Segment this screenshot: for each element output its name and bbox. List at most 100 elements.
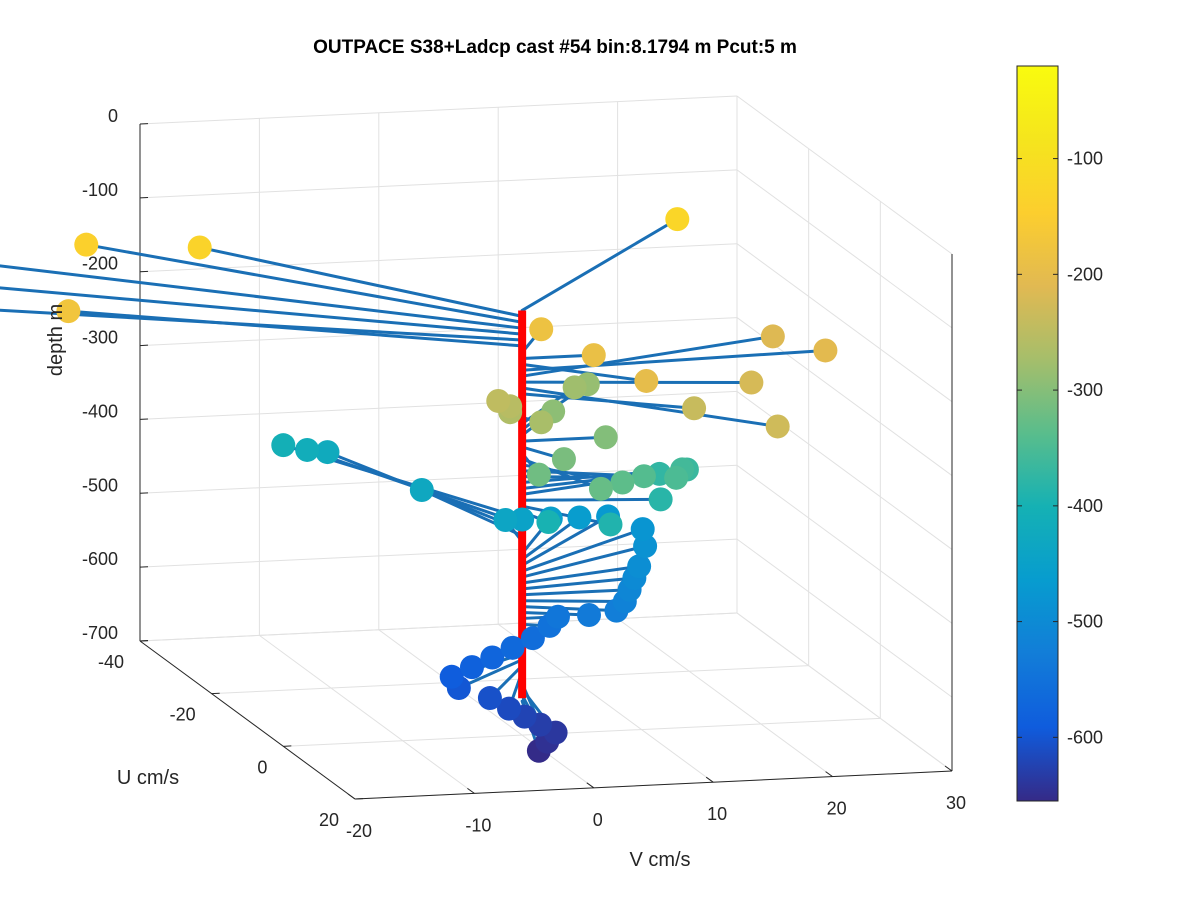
x-tick-label: 20	[827, 799, 847, 819]
velocity-stick	[520, 392, 696, 410]
x-axis-line	[354, 770, 953, 800]
x-tick-label: -20	[346, 821, 372, 841]
z-tick-label: -200	[82, 254, 118, 274]
velocity-point	[74, 232, 99, 257]
velocity-point	[477, 686, 502, 711]
velocity-point	[439, 664, 464, 689]
x-tick	[347, 793, 356, 800]
velocity-stick	[520, 599, 627, 603]
velocity-stick	[520, 504, 612, 526]
z-axis-label: depth m	[45, 304, 67, 376]
x-tick	[705, 776, 714, 783]
y-tick-label: -20	[170, 705, 196, 725]
velocity-stick	[520, 514, 610, 567]
z-tick-label: -500	[82, 475, 118, 495]
y-tick-label: -40	[98, 652, 124, 672]
x-tick	[467, 787, 475, 794]
velocity-point	[459, 655, 484, 680]
velocity-point	[634, 368, 659, 393]
velocity-point	[510, 507, 535, 532]
velocity-point	[529, 317, 554, 342]
velocity-point	[551, 447, 576, 472]
y-tick-label: 20	[319, 810, 339, 830]
grid-line	[497, 623, 714, 783]
velocity-stick	[520, 605, 618, 613]
velocity-stick	[84, 243, 524, 324]
velocity-point	[648, 487, 673, 512]
x-tick-label: -10	[465, 815, 491, 835]
velocity-point	[480, 645, 505, 670]
velocity-stick	[198, 245, 524, 318]
velocity-point	[760, 324, 785, 349]
grid-line	[736, 169, 953, 329]
velocity-point	[664, 465, 689, 490]
z-tick-label: -400	[82, 401, 118, 421]
velocity-point	[682, 396, 707, 421]
velocity-point	[187, 235, 212, 260]
velocity-point	[588, 476, 613, 501]
colorbar-tick-label: -300	[1067, 380, 1103, 400]
colorbar-gradient	[1016, 65, 1059, 802]
velocity-point	[529, 410, 554, 435]
grid-line	[617, 618, 833, 778]
velocity-stick	[0, 286, 524, 336]
velocity-stick	[520, 544, 647, 579]
grid-line	[259, 634, 475, 794]
colorbar-tick-label: -200	[1067, 264, 1103, 284]
z-tick-label: -600	[82, 549, 118, 569]
velocity-point	[520, 626, 545, 651]
velocity-point	[813, 338, 838, 363]
velocity-point	[486, 388, 511, 413]
chart-title: OUTPACE S38+Ladcp cast #54 bin:8.1794 m …	[313, 37, 797, 58]
x-tick-label: 10	[707, 804, 727, 824]
velocity-point	[598, 512, 623, 537]
x-axis-label: V cm/s	[629, 849, 690, 871]
x-tick	[825, 771, 833, 778]
velocity-point	[593, 425, 618, 450]
velocity-point	[630, 517, 655, 542]
velocity-stick	[520, 576, 636, 591]
x-tick	[944, 765, 953, 772]
velocity-point	[295, 437, 320, 462]
velocity-point	[497, 696, 522, 721]
z-tick-label: -700	[82, 623, 118, 643]
x-tick	[586, 782, 595, 789]
grid-line	[139, 390, 738, 420]
colorbar-tick-label: -600	[1067, 727, 1103, 747]
velocity-point	[631, 464, 656, 489]
velocity-point	[610, 470, 635, 495]
grid-line	[736, 243, 953, 403]
velocity-stick	[520, 527, 645, 573]
velocity-point	[665, 207, 690, 232]
velocity-stick	[66, 309, 524, 348]
y-axis-line	[139, 640, 356, 800]
points-layer	[56, 207, 838, 763]
velocity-point	[56, 299, 81, 324]
velocity-point	[526, 462, 551, 487]
z-tick-label: -100	[82, 180, 118, 200]
velocity-stick	[520, 564, 641, 585]
velocity-point	[581, 343, 606, 368]
colorbar-ticks: -100 -200 -300 -400 -500 -600	[1017, 149, 1103, 747]
y-axis-label: U cm/s	[117, 767, 179, 789]
grid-line	[139, 612, 738, 642]
velocity-stick	[520, 217, 679, 312]
velocity-point	[545, 604, 570, 629]
grid-line	[283, 717, 881, 747]
y-tick-label: 0	[257, 757, 267, 777]
axes-layer	[139, 124, 953, 800]
velocity-point	[562, 375, 587, 400]
grid-line	[736, 612, 953, 772]
velocity-point	[567, 505, 592, 530]
grid-line	[139, 317, 738, 347]
colorbar-tick-label: -500	[1067, 612, 1103, 632]
x-tick-label: 0	[593, 810, 603, 830]
velocity-stick	[520, 497, 663, 502]
velocity-point	[409, 477, 434, 502]
grid-line	[139, 95, 738, 125]
velocity-stick	[520, 362, 648, 383]
grid-line	[139, 243, 738, 273]
velocity-stick	[520, 588, 632, 597]
